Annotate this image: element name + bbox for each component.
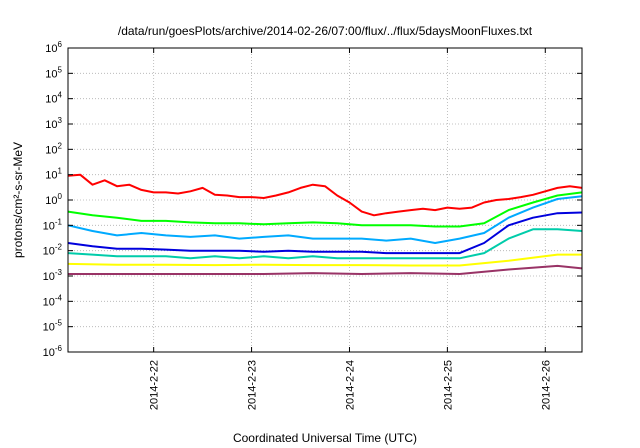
y-tick-label: 10-5 bbox=[43, 319, 63, 334]
y-tick-label: 100 bbox=[45, 192, 62, 207]
y-tick-label: 10-6 bbox=[43, 344, 63, 359]
y-tick-label: 102 bbox=[45, 141, 62, 156]
x-axis-label: Coordinated Universal Time (UTC) bbox=[233, 431, 417, 445]
series-line-4 bbox=[67, 211, 583, 255]
y-tick-label: 104 bbox=[45, 91, 62, 106]
y-tick-label: 106 bbox=[45, 40, 62, 55]
y-axis: 10-6 10-5 10-4 10-3 10-2 10-1 100 101 102 103 104 1… bbox=[43, 40, 582, 359]
series-line-6 bbox=[67, 253, 582, 267]
chart-title: /data/run/goesPlots/archive/2014-02-26/0… bbox=[118, 24, 533, 38]
series-line-5 bbox=[67, 228, 583, 260]
x-tick-label: 2014-2-23 bbox=[247, 360, 259, 410]
series-line-2 bbox=[67, 191, 583, 228]
y-tick-label: 105 bbox=[45, 65, 62, 80]
series-line-7 bbox=[68, 264, 583, 275]
x-tick-label: 2014-2-24 bbox=[344, 360, 356, 410]
y-tick-label: 10-4 bbox=[43, 293, 63, 308]
series-layer bbox=[67, 173, 583, 275]
y-tick-label: 10-1 bbox=[43, 217, 63, 232]
series-line-1 bbox=[67, 173, 583, 217]
series-line-3 bbox=[67, 195, 583, 244]
y-tick-label: 10-2 bbox=[43, 243, 63, 258]
y-axis-label: protons/cm²-s-sr-MeV bbox=[11, 142, 25, 258]
x-tick-label: 2014-2-22 bbox=[149, 360, 161, 410]
x-axis: 2014-2-22 2014-2-23 2014-2-24 2014-2-25 2014… bbox=[149, 48, 552, 410]
x-tick-label: 2014-2-25 bbox=[442, 360, 454, 410]
x-tick-label: 2014-2-26 bbox=[540, 360, 552, 410]
y-tick-label: 103 bbox=[45, 116, 62, 131]
y-tick-label: 10-3 bbox=[43, 268, 63, 283]
y-tick-label: 101 bbox=[45, 167, 62, 182]
